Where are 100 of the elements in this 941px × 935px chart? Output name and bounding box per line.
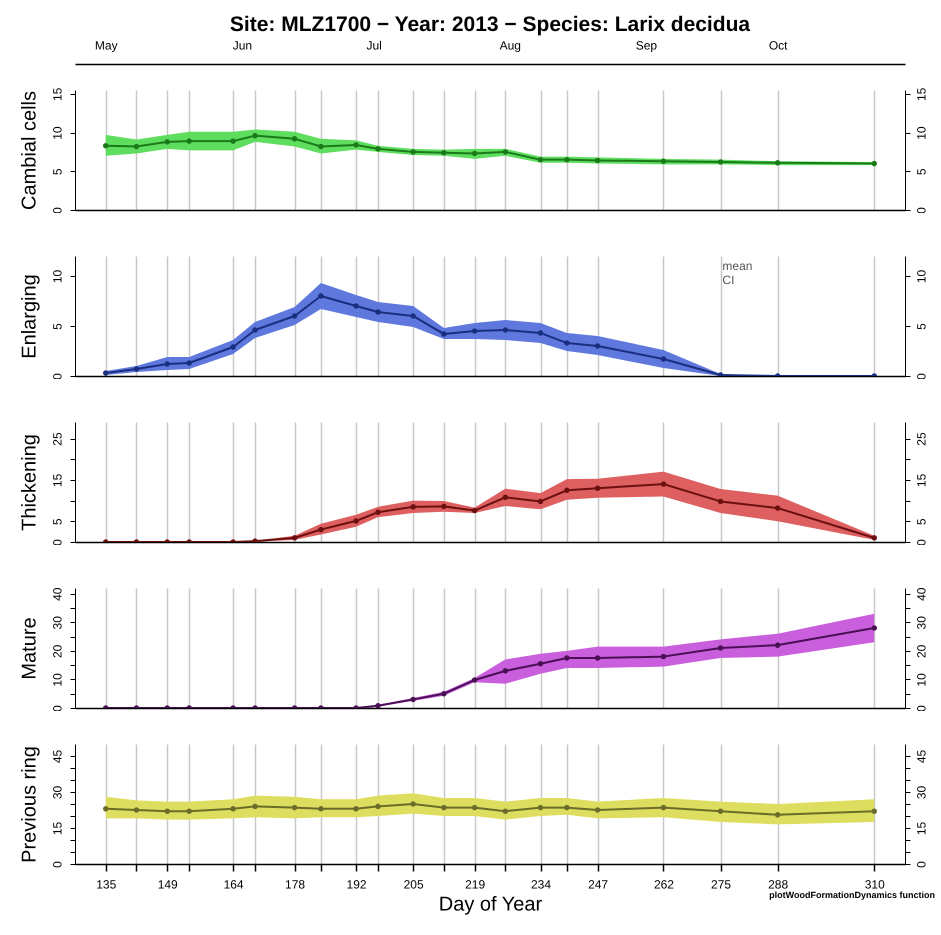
point	[872, 535, 877, 541]
point	[660, 804, 666, 810]
point	[375, 509, 381, 515]
y-axis-title: Thickening	[18, 434, 40, 531]
point	[472, 677, 478, 683]
y2-tick-label: 0	[914, 372, 928, 380]
x2-tick-label: Aug	[500, 38, 521, 52]
point	[718, 498, 724, 504]
y2-tick-label: 10	[914, 672, 928, 687]
point	[410, 696, 416, 702]
y-tick-label: 0	[50, 538, 64, 546]
point	[134, 807, 140, 813]
x2-tick-label: Jul	[366, 38, 382, 52]
y-tick-label: 5	[50, 322, 64, 330]
point	[292, 136, 298, 142]
point	[441, 690, 447, 696]
point	[502, 808, 508, 814]
point	[103, 370, 108, 376]
point	[230, 806, 236, 812]
x-tick-label: 178	[285, 878, 306, 892]
y-axis-title: Enlarging	[18, 274, 40, 359]
y2-tick-label: 15	[914, 822, 928, 836]
y2-tick-label: 30	[914, 786, 928, 800]
x-tick-label: 205	[404, 878, 424, 892]
y-tick-label: 0	[50, 206, 64, 214]
point	[774, 160, 780, 166]
point	[410, 801, 416, 807]
point	[502, 494, 508, 500]
point	[375, 702, 381, 708]
point	[718, 645, 724, 651]
y-tick-label: 15	[50, 473, 64, 488]
point	[660, 654, 666, 660]
y2-tick-label: 5	[914, 518, 928, 526]
point	[186, 360, 192, 366]
point	[774, 505, 780, 511]
y2-tick-label: 0	[914, 860, 928, 868]
point	[186, 138, 192, 144]
point	[186, 808, 192, 814]
point	[375, 146, 381, 152]
point	[230, 138, 236, 144]
y-tick-label: 0	[50, 704, 64, 712]
point	[538, 660, 544, 666]
x-tick-label: 164	[224, 878, 244, 892]
point	[538, 498, 544, 504]
chart-title: Site: MLZ1700 − Year: 2013 − Species: Larix decidua	[230, 13, 750, 36]
y-tick-label: 15	[50, 822, 64, 836]
point	[502, 149, 508, 155]
point	[164, 361, 170, 367]
point	[472, 150, 478, 156]
point	[538, 156, 544, 162]
x-tick-label: 275	[711, 878, 732, 892]
y-tick-label: 15	[50, 87, 64, 102]
y-tick-label: 25	[50, 432, 64, 446]
x-tick-label: 135	[96, 878, 117, 892]
y2-tick-label: 15	[914, 473, 928, 488]
y-tick-label: 10	[50, 126, 64, 140]
point	[538, 330, 544, 336]
point	[594, 343, 600, 349]
y-tick-label: 10	[50, 672, 64, 687]
y2-tick-label: 25	[914, 432, 928, 446]
y-tick-label: 0	[50, 860, 64, 868]
y-tick-label: 5	[50, 518, 64, 526]
point	[134, 144, 140, 150]
y2-tick-label: 10	[914, 270, 928, 284]
y-tick-label: 20	[50, 644, 64, 658]
y-tick-label: 40	[50, 587, 64, 601]
y-tick-label: 30	[50, 786, 64, 800]
point	[410, 313, 416, 319]
point	[375, 309, 381, 315]
x2-tick-label: Sep	[636, 38, 658, 52]
x-tick-label: 247	[588, 878, 608, 892]
point	[375, 804, 381, 810]
y2-tick-label: 15	[914, 87, 928, 102]
y2-tick-label: 5	[914, 168, 928, 176]
point	[252, 327, 258, 333]
text: plotWoodFormationDynamics function	[769, 890, 935, 900]
point	[353, 303, 359, 309]
x2-tick-label: Oct	[768, 38, 788, 52]
y2-tick-label: 20	[914, 644, 928, 658]
point	[594, 655, 600, 661]
y-tick-label: 0	[50, 372, 64, 380]
x2-tick-label: Jun	[232, 38, 252, 52]
y2-tick-label: 5	[914, 322, 928, 330]
point	[472, 804, 478, 810]
point	[564, 488, 570, 494]
point	[564, 655, 570, 661]
y-tick-label: 30	[50, 616, 64, 630]
point	[134, 366, 140, 372]
annotation: CI	[722, 273, 734, 287]
point	[564, 804, 570, 810]
point	[872, 625, 877, 631]
point	[502, 327, 508, 333]
x-tick-label: 234	[530, 878, 552, 892]
point	[872, 160, 877, 166]
y-axis-title: Previous ring	[18, 746, 40, 863]
point	[441, 804, 447, 810]
point	[164, 808, 170, 814]
x-tick-label: 288	[768, 878, 788, 892]
point	[538, 804, 544, 810]
x-axis-title: Day of Year	[438, 894, 543, 916]
